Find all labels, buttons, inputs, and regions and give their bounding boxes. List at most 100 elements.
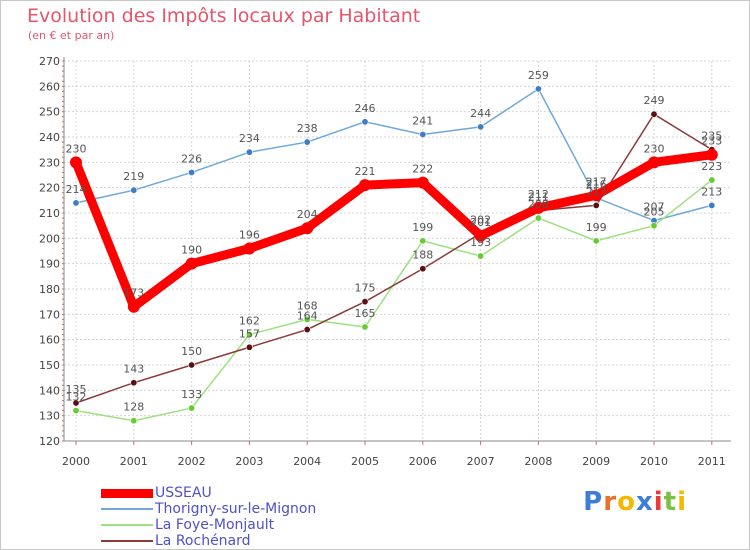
data-point [361,323,369,331]
data-label: 199 [586,221,607,234]
data-label: 234 [239,132,260,145]
data-point [245,148,253,156]
brand-letter: P [583,487,604,517]
x-tick-label: 2010 [640,455,668,468]
legend-item: USSEAU [101,485,316,501]
data-point [532,201,545,214]
y-tick-label: 150 [39,359,60,372]
data-point [708,176,716,184]
proxiti-logo: Proxiti [583,487,687,517]
data-label: 165 [355,307,376,320]
data-point [650,110,658,118]
data-label: 204 [297,208,318,221]
data-label: 219 [123,170,144,183]
x-tick-label: 2003 [235,455,263,468]
data-label: 207 [644,201,665,214]
series-line [71,150,713,312]
data-point [72,407,80,415]
data-point [708,201,716,209]
data-point [650,222,658,230]
data-point [303,138,311,146]
data-label: 222 [412,163,433,176]
series-line [75,113,713,404]
legend-item: La Foye-Monjault [101,517,316,533]
chart-legend: USSEAU Thorigny-sur-le-Mignon La Foye-Monj… [101,485,316,549]
data-point [361,118,369,126]
legend-swatch [101,524,153,526]
data-point [185,257,198,270]
data-label: 201 [470,216,491,229]
data-label: 249 [644,94,665,107]
data-point [70,156,82,169]
data-label: 190 [181,244,202,257]
legend-swatch [101,508,153,510]
brand-letter: x [635,487,654,517]
y-tick-label: 210 [39,207,60,220]
data-label: 212 [528,188,549,201]
data-label: 157 [239,327,260,340]
data-label: 221 [355,165,376,178]
y-tick-label: 190 [39,258,60,271]
data-label: 213 [586,185,607,198]
brand-letter: i [653,487,664,517]
x-tick-label: 2011 [698,455,726,468]
data-label: 143 [123,363,144,376]
data-label: 135 [66,383,87,396]
data-point [477,252,485,260]
y-tick-label: 250 [39,106,60,119]
data-label: 233 [701,135,722,148]
legend-swatch [101,488,153,498]
y-tick-label: 240 [39,131,60,144]
y-tick-label: 140 [39,384,60,397]
y-tick-label: 200 [39,232,60,245]
y-tick-label: 170 [39,308,60,321]
data-point [188,168,196,176]
data-label: 196 [239,228,260,241]
x-tick-label: 2001 [120,455,148,468]
legend-label: USSEAU [155,485,212,501]
data-label: 230 [644,142,665,155]
data-label: 211 [528,190,549,203]
x-tick-label: 2008 [524,455,552,468]
data-point [705,148,718,161]
data-label: 193 [470,236,491,249]
y-tick-label: 220 [39,182,60,195]
y-tick-label: 270 [39,55,60,68]
x-tick-label: 2006 [409,455,437,468]
x-tick-label: 2002 [178,455,206,468]
data-label: 259 [528,69,549,82]
data-point [416,176,429,189]
chart-subtitle: (en € et par an) [28,29,115,42]
data-label: 128 [123,401,144,414]
data-point [590,189,603,202]
data-point [303,326,311,334]
legend-swatch [101,540,153,542]
data-point [130,417,138,425]
data-label: 202 [470,213,491,226]
x-tick-label: 2004 [293,455,321,468]
data-point [534,214,542,222]
data-label: 235 [701,130,722,143]
data-label: 133 [181,388,202,401]
data-label: 132 [66,391,87,404]
data-label: 216 [586,178,607,191]
data-point [188,404,196,412]
legend-item: Thorigny-sur-le-Mignon [101,501,316,517]
data-point [419,130,427,138]
y-tick-label: 160 [39,334,60,347]
legend-label: La Foye-Monjault [155,517,275,533]
data-point [419,237,427,245]
series-line [75,179,713,422]
data-label: 246 [355,102,376,115]
data-label: 164 [297,310,318,323]
y-tick-label: 180 [39,283,60,296]
data-point [592,201,600,209]
chart-title: Evolution des Impôts locaux par Habitant [27,5,421,27]
x-tick-label: 2000 [62,455,90,468]
y-tick-label: 130 [39,410,60,423]
x-tick-label: 2009 [582,455,610,468]
data-label: 168 [297,299,318,312]
data-label: 230 [66,142,87,155]
data-label: 223 [701,160,722,173]
